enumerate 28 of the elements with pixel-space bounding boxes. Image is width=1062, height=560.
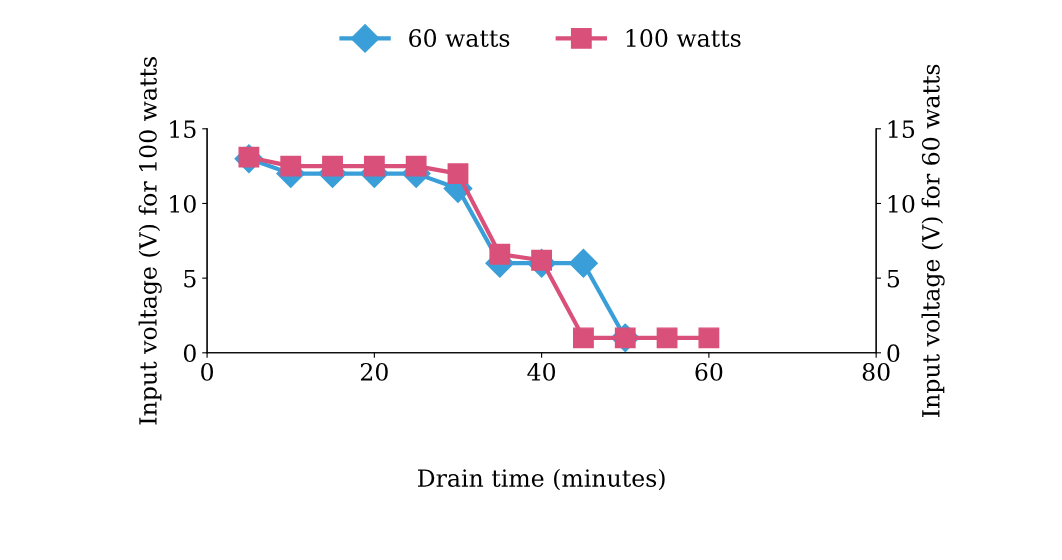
y-tick-label: 5	[184, 269, 196, 288]
x-tick-label: 80	[862, 362, 890, 381]
point	[698, 327, 720, 349]
point	[573, 327, 594, 349]
y-axis-title: Input voltage (V) for 100 watts	[138, 57, 162, 425]
y2-tick-label: 5	[887, 269, 900, 288]
legend-label: 100 watts	[626, 29, 741, 47]
y2-tick-label: 10	[888, 194, 915, 213]
y2-axis-title: Input voltage (V) for 60 watts	[921, 64, 945, 417]
y-tick-label: 0	[183, 344, 196, 363]
point	[489, 243, 511, 265]
point	[447, 163, 469, 185]
x-tick-label: 40	[527, 362, 556, 381]
y-tick-label: 15	[170, 120, 196, 139]
point	[405, 155, 427, 177]
point	[322, 155, 343, 177]
x-tick-label: 0	[201, 362, 214, 381]
point	[363, 155, 385, 177]
point	[280, 155, 302, 177]
legend-label: 60 watts	[409, 29, 510, 47]
point	[656, 327, 678, 349]
y-tick-label: 10	[170, 194, 196, 213]
x-tick-label: 20	[360, 362, 388, 381]
x-tick-label: 60	[695, 362, 723, 381]
x-axis-title: Drain time (minutes)	[418, 468, 665, 491]
y2-tick-label: 15	[888, 120, 915, 139]
point	[568, 248, 598, 278]
y2-tick-label: 0	[887, 344, 900, 363]
